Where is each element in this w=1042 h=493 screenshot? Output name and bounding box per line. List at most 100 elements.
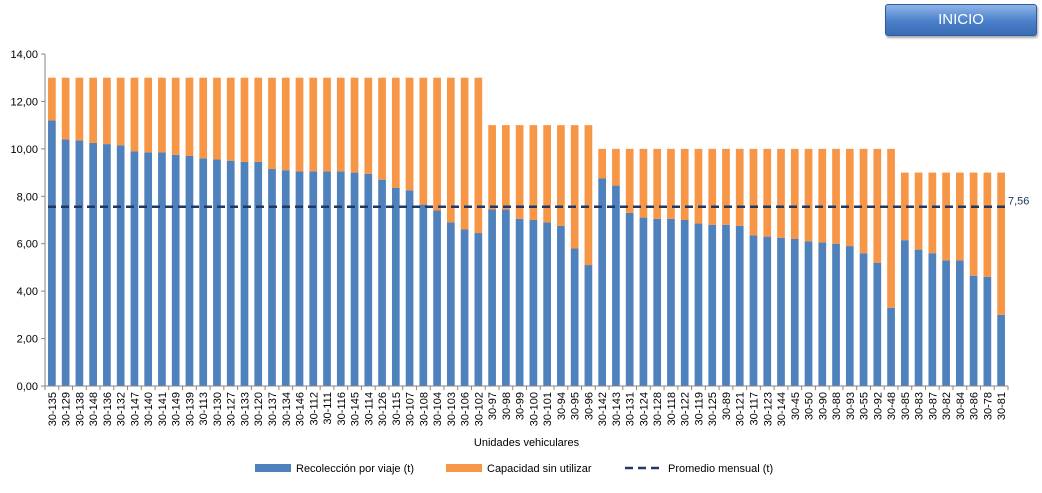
bar-capacidad [873, 148, 882, 263]
bar-recoleccion [543, 222, 551, 386]
bar-capacidad [199, 77, 208, 159]
x-tick-label: 30-131 [625, 392, 637, 426]
x-tick-label: 30-118 [666, 392, 678, 425]
bar-recoleccion [859, 253, 868, 386]
bar-capacidad [969, 172, 978, 276]
bar-recoleccion [557, 225, 565, 386]
x-tick-label: 30-147 [129, 392, 141, 426]
bar-capacidad [502, 125, 510, 210]
x-tick-label: 30-119 [693, 392, 705, 425]
bar-capacidad [268, 77, 276, 170]
legend-label-promedio: Promedio mensual (t) [668, 463, 773, 475]
x-tick-label: 30-114 [363, 392, 375, 425]
bar-recoleccion [515, 218, 524, 386]
x-tick-label: 30-143 [611, 392, 623, 426]
bar-recoleccion [446, 222, 455, 386]
x-tick-label: 30-108 [418, 392, 430, 426]
x-tick-label: 30-140 [143, 392, 155, 426]
bar-recoleccion [364, 173, 373, 386]
x-axis-title: Unidades vehiculares [474, 437, 580, 449]
inicio-button[interactable]: INICIO [885, 4, 1037, 36]
x-tick-label: 30-126 [377, 392, 389, 426]
bar-recoleccion [75, 140, 84, 386]
bar-capacidad [281, 77, 290, 171]
bar-capacidad [378, 77, 386, 180]
bar-recoleccion [226, 160, 235, 386]
bar-capacidad [557, 125, 565, 226]
x-tick-label: 30-141 [157, 392, 169, 426]
bar-recoleccion [735, 225, 744, 386]
bar-recoleccion [529, 220, 538, 386]
x-tick-label: 30-100 [528, 392, 540, 426]
y-tick-label: 14,00 [10, 49, 38, 61]
bar-capacidad [336, 77, 345, 172]
x-tick-label: 30-144 [776, 392, 788, 426]
x-tick-label: 30-55 [859, 392, 871, 420]
x-tick-label: 30-101 [542, 392, 554, 426]
bar-recoleccion [804, 241, 813, 386]
bar-recoleccion [213, 159, 221, 386]
bar-recoleccion [103, 144, 111, 386]
bar-recoleccion [89, 142, 98, 386]
bar-capacidad [818, 148, 827, 243]
bar-recoleccion [433, 210, 441, 386]
bar-recoleccion [832, 243, 840, 386]
legend-swatch-capacidad [446, 464, 482, 472]
bar-recoleccion [405, 190, 414, 386]
bar-capacidad [887, 148, 895, 308]
x-tick-label: 30-98 [501, 392, 513, 420]
bar-recoleccion [749, 235, 758, 386]
bar-recoleccion [653, 218, 662, 386]
x-tick-label: 30-117 [748, 392, 760, 425]
y-axis-ticks: 0,00 2,00 4,00 6,00 8,00 10,00 12,00 14,00 [10, 49, 45, 393]
x-tick-label: 30-135 [47, 392, 59, 426]
bar-recoleccion [378, 179, 386, 386]
bar-recoleccion [612, 185, 620, 386]
bar-capacidad [364, 77, 373, 174]
bar-capacidad [185, 77, 194, 156]
bar-capacidad [653, 148, 662, 219]
bar-recoleccion [474, 233, 483, 386]
bar-capacidad [735, 148, 744, 226]
bar-recoleccion [584, 265, 593, 386]
bar-capacidad [488, 125, 496, 210]
bar-capacidad [804, 148, 813, 242]
bar-capacidad [639, 148, 648, 218]
bar-recoleccion [48, 120, 56, 387]
x-tick-label: 30-142 [597, 392, 609, 426]
x-tick-label: 30-120 [253, 392, 265, 426]
legend-label-capacidad: Capacidad sin utilizar [487, 463, 592, 475]
bar-recoleccion [144, 152, 153, 386]
bar-recoleccion [983, 276, 992, 386]
y-tick-label: 2,00 [17, 334, 38, 346]
y-tick-label: 12,00 [10, 96, 38, 108]
bar-capacidad [708, 148, 717, 225]
bar-capacidad [667, 148, 675, 219]
bar-recoleccion [680, 220, 689, 386]
bar-recoleccion [336, 171, 345, 386]
x-axis-ticks: 30-135 30-129 30-138 30-148 30-136 30-132 30-1… [44, 386, 1009, 426]
bar-capacidad [48, 77, 56, 121]
bar-capacidad [790, 148, 799, 239]
y-tick-label: 8,00 [17, 191, 38, 203]
bar-capacidad [832, 148, 840, 244]
bar-recoleccion [391, 187, 400, 386]
bar-recoleccion [240, 161, 249, 386]
legend: Recolección por viaje (t) Capacidad sin … [255, 463, 773, 475]
x-tick-label: 30-86 [969, 392, 981, 420]
bar-capacidad [213, 77, 221, 160]
bar-recoleccion [955, 260, 964, 386]
bar-recoleccion [350, 172, 359, 386]
x-tick-label: 30-130 [212, 392, 224, 426]
x-tick-label: 30-133 [239, 392, 251, 426]
bar-capacidad [749, 148, 758, 236]
x-tick-label: 30-82 [941, 392, 953, 420]
x-tick-label: 30-92 [872, 392, 884, 420]
bar-recoleccion [928, 253, 937, 386]
bar-capacidad [391, 77, 400, 188]
x-tick-label: 30-97 [487, 392, 499, 420]
bar-recoleccion [185, 155, 194, 386]
bar-recoleccion [722, 224, 730, 386]
x-tick-label: 30-45 [790, 392, 802, 420]
